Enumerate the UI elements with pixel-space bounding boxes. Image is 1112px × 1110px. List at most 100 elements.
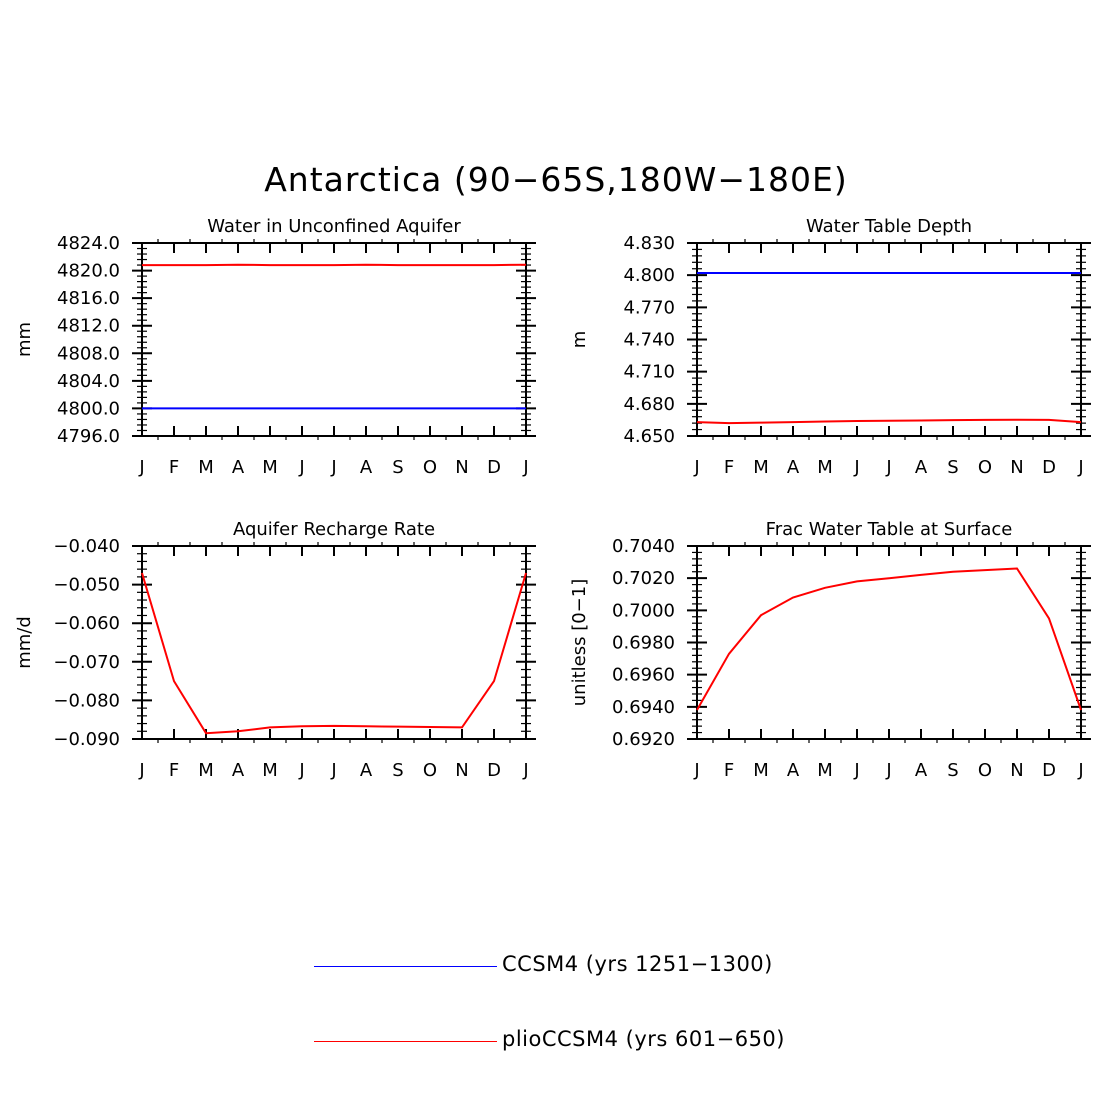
panel-1-ytick-label-7: 4824.0 xyxy=(57,233,120,254)
panel-3-xtick-label-1: F xyxy=(169,760,179,781)
panel-4-ytick-label-5: 0.7020 xyxy=(612,568,675,589)
legend-line-2 xyxy=(314,1041,497,1042)
panel-2-xtick-label-0: J xyxy=(693,457,699,478)
panel-2-series-line-2 xyxy=(696,418,1082,425)
panel-4-xtick-label-4: M xyxy=(817,760,833,781)
panel-3-xtick-label-2: M xyxy=(198,760,214,781)
panel-1-xtick-label-1: F xyxy=(169,457,179,478)
panel-3-xtick-label-5: J xyxy=(298,760,304,781)
panel-1-ytick-label-2: 4804.0 xyxy=(57,371,120,392)
panel-4-xtick-label-7: A xyxy=(915,760,928,781)
panel-4-xtick-label-11: D xyxy=(1042,760,1056,781)
legend-label-1: CCSM4 (yrs 1251−1300) xyxy=(502,952,773,976)
panel-1-title: Water in Unconfined Aquifer xyxy=(207,216,461,237)
panel-4-xtick-label-2: M xyxy=(753,760,769,781)
panel-4-xtick-label-8: S xyxy=(947,760,958,781)
panel-1-xtick-label-0: J xyxy=(138,457,144,478)
panel-2-xtick-label-7: A xyxy=(915,457,928,478)
panel-1-xtick-label-10: N xyxy=(455,457,468,478)
panel-1-ytick-label-3: 4808.0 xyxy=(57,343,120,364)
panel-1-xtick-label-12: J xyxy=(522,457,528,478)
panel-1-ytick-label-1: 4800.0 xyxy=(57,398,120,419)
panel-2-ytick-label-0: 4.650 xyxy=(623,426,675,447)
panel-4-xtick-label-3: A xyxy=(787,760,800,781)
panel-2-xtick-label-2: M xyxy=(753,457,769,478)
panel-2-title: Water Table Depth xyxy=(806,216,972,237)
panel-3-xtick-label-12: J xyxy=(522,760,528,781)
panel-2-xtick-label-5: J xyxy=(853,457,859,478)
panel-3-ytick-label-5: −0.040 xyxy=(53,536,120,557)
panel-3-xtick-label-4: M xyxy=(262,760,278,781)
panel-1-xtick-label-3: A xyxy=(232,457,245,478)
panel-3-ytick-label-0: −0.090 xyxy=(53,729,120,750)
legend-line-1 xyxy=(314,966,497,967)
panel-1-ylabel: mm xyxy=(14,322,35,357)
panel-3-xtick-label-9: O xyxy=(423,760,437,781)
panel-2-ylabel: m xyxy=(569,331,590,349)
panel-2-ytick-label-3: 4.740 xyxy=(623,330,675,351)
panel-1-ytick-label-6: 4820.0 xyxy=(57,261,120,282)
panel-2-ytick-label-2: 4.710 xyxy=(623,362,675,383)
panel-2-xtick-label-9: O xyxy=(978,457,992,478)
panel-1-ytick-label-4: 4812.0 xyxy=(57,316,120,337)
panel-3-xtick-label-0: J xyxy=(138,760,144,781)
panel-3-xtick-label-11: D xyxy=(487,760,501,781)
panel-1-ytick-label-0: 4796.0 xyxy=(57,426,120,447)
panel-4-ytick-label-6: 0.7040 xyxy=(612,536,675,557)
panel-2-xtick-label-4: M xyxy=(817,457,833,478)
panel-3-xtick-label-6: J xyxy=(330,760,336,781)
panel-3-xtick-label-10: N xyxy=(455,760,468,781)
panel-1-ytick-label-5: 4816.0 xyxy=(57,288,120,309)
panel-3-title: Aquifer Recharge Rate xyxy=(233,519,435,540)
panel-4-ytick-label-1: 0.6940 xyxy=(612,697,675,718)
panel-2-xtick-label-12: J xyxy=(1077,457,1083,478)
panel-1-xtick-label-7: A xyxy=(360,457,373,478)
panel-2-ytick-label-4: 4.770 xyxy=(623,297,675,318)
panel-2-ytick-label-6: 4.830 xyxy=(623,233,675,254)
panel-1-xtick-label-8: S xyxy=(392,457,403,478)
panel-2-ytick-label-1: 4.680 xyxy=(623,394,675,415)
panel-2-xtick-label-11: D xyxy=(1042,457,1056,478)
panel-1-xtick-label-6: J xyxy=(330,457,336,478)
panel-2-xtick-label-1: F xyxy=(724,457,734,478)
panel-3-xtick-label-3: A xyxy=(232,760,245,781)
panel-3-xtick-label-8: S xyxy=(392,760,403,781)
panel-2-xtick-label-3: A xyxy=(787,457,800,478)
panel-3-ytick-label-3: −0.060 xyxy=(53,613,120,634)
panel-3-xtick-label-7: A xyxy=(360,760,373,781)
panel-1-xtick-label-9: O xyxy=(423,457,437,478)
panel-2-xtick-label-6: J xyxy=(885,457,891,478)
panel-4-title: Frac Water Table at Surface xyxy=(766,519,1013,540)
panel-4-xtick-label-10: N xyxy=(1010,760,1023,781)
panel-4-series-line-1 xyxy=(696,567,1082,711)
panel-4-xtick-label-9: O xyxy=(978,760,992,781)
legend-label-2: plioCCSM4 (yrs 601−650) xyxy=(502,1027,785,1051)
panel-4-xtick-label-5: J xyxy=(853,760,859,781)
panel-3-ytick-label-2: −0.070 xyxy=(53,652,120,673)
panel-4-xtick-label-12: J xyxy=(1077,760,1083,781)
panel-4-ytick-label-4: 0.7000 xyxy=(612,600,675,621)
panel-1-xtick-label-4: M xyxy=(262,457,278,478)
panel-4-xtick-label-0: J xyxy=(693,760,699,781)
panel-2-frame xyxy=(696,242,1082,437)
panel-4-ytick-label-0: 0.6920 xyxy=(612,729,675,750)
panel-2-xtick-label-8: S xyxy=(947,457,958,478)
panel-1-frame xyxy=(141,242,527,437)
panel-3-ylabel: mm/d xyxy=(14,616,35,669)
panel-4-ytick-label-3: 0.6980 xyxy=(612,633,675,654)
panel-1-xtick-label-2: M xyxy=(198,457,214,478)
panel-1-xtick-label-5: J xyxy=(298,457,304,478)
figure-title: Antarctica (90−65S,180W−180E) xyxy=(264,160,848,199)
panel-3-series-line-1 xyxy=(141,572,527,735)
panel-4-frame xyxy=(696,545,1082,740)
panel-4-xtick-label-6: J xyxy=(885,760,891,781)
panel-4-ytick-label-2: 0.6960 xyxy=(612,665,675,686)
panel-2-ytick-label-5: 4.800 xyxy=(623,265,675,286)
panel-3-ytick-label-1: −0.080 xyxy=(53,690,120,711)
panel-4-ylabel: unitless [0−1] xyxy=(569,579,590,706)
panel-4-xtick-label-1: F xyxy=(724,760,734,781)
panel-2-xtick-label-10: N xyxy=(1010,457,1023,478)
panel-1-xtick-label-11: D xyxy=(487,457,501,478)
